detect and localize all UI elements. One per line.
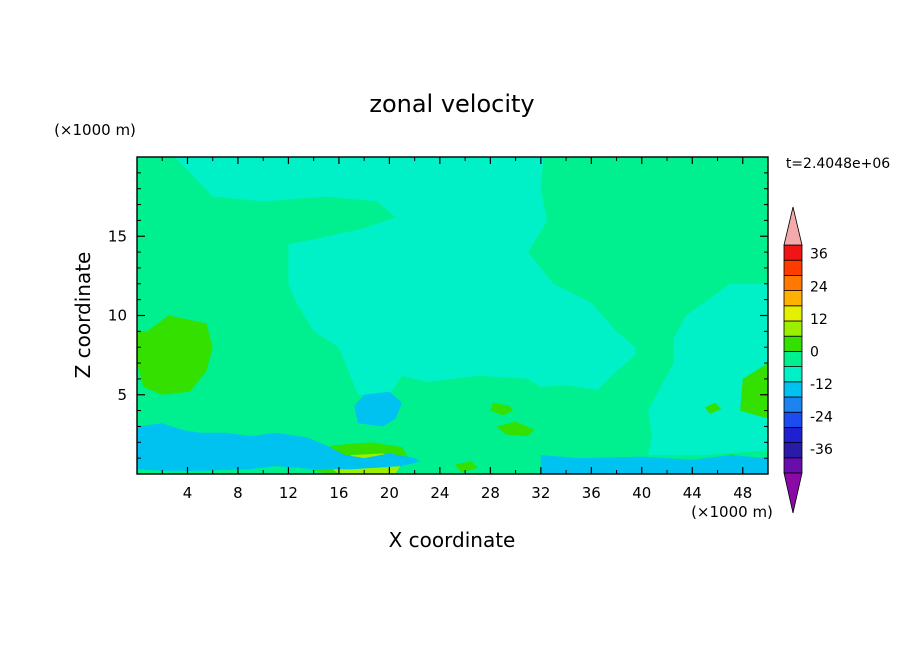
x-tick-label: 32 — [531, 484, 550, 502]
contour-region-level-6 — [496, 421, 535, 436]
y-axis-title: Z coordinate — [71, 252, 95, 379]
contour-region-level-neg6 — [648, 283, 768, 455]
colorbar-swatch — [783, 259, 803, 276]
y-axis: 5 10 15 — [108, 172, 768, 459]
contour-region-level-6 — [704, 402, 722, 414]
x-axis: 4 8 12 16 20 24 28 32 36 40 44 48 — [161, 157, 752, 502]
x-tick-label: 36 — [582, 484, 601, 502]
x-tick-label: 12 — [279, 484, 298, 502]
colorbar-swatch — [783, 244, 803, 261]
x-tick-label: 40 — [632, 484, 651, 502]
contour-region-level-6 — [740, 363, 768, 419]
colorbar-swatch — [783, 426, 803, 443]
colorbar-swatch — [783, 305, 803, 322]
x-tick-label: 44 — [683, 484, 702, 502]
contour-region-level-neg12 — [354, 391, 402, 427]
x-tick-label: 16 — [329, 484, 348, 502]
x-tick-label: 4 — [183, 484, 193, 502]
colorbar-swatch — [783, 274, 803, 291]
colorbar-label: 0 — [810, 344, 819, 360]
time-label: t=2.4048e+06 — [786, 156, 890, 172]
colorbar: 36 24 12 0 -12 -24 -36 — [783, 206, 833, 514]
x-tick-label: 8 — [233, 484, 243, 502]
x-unit-label: (×1000 m) — [691, 503, 773, 521]
x-tick-label: 28 — [481, 484, 500, 502]
x-tick-label: 24 — [430, 484, 449, 502]
contour-field — [137, 157, 768, 474]
colorbar-swatch — [783, 335, 803, 352]
colorbar-label: -24 — [810, 410, 833, 426]
colorbar-swatch — [783, 350, 803, 367]
contour-region-level-neg6 — [174, 157, 636, 395]
colorbar-label: -12 — [810, 377, 833, 393]
y-unit-label: (×1000 m) — [54, 121, 136, 139]
contour-region-level-neg12 — [540, 455, 768, 474]
colorbar-swatch — [783, 396, 803, 413]
colorbar-swatch — [783, 381, 803, 398]
contour-region-level-6 — [137, 315, 213, 395]
colorbar-swatch — [783, 290, 803, 307]
y-tick-label: 5 — [117, 386, 127, 404]
colorbar-swatch — [783, 411, 803, 428]
colorbar-label: -36 — [810, 442, 833, 458]
colorbar-label: 12 — [810, 312, 828, 328]
colorbar-label: 36 — [810, 247, 828, 263]
colorbar-swatch — [783, 442, 803, 459]
contour-region-level-6 — [455, 461, 478, 473]
colorbar-label: 24 — [810, 279, 828, 295]
x-axis-title: X coordinate — [389, 528, 516, 552]
contour-region-level-neg12 — [137, 423, 421, 471]
colorbar-under-arrow — [783, 472, 803, 514]
y-tick-label: 10 — [108, 307, 127, 325]
contour-region-level-6 — [490, 402, 514, 416]
colorbar-swatch — [783, 320, 803, 337]
x-tick-label: 48 — [733, 484, 752, 502]
chart-title: zonal velocity — [369, 90, 534, 118]
x-tick-label: 20 — [380, 484, 399, 502]
colorbar-swatch — [783, 366, 803, 383]
colorbar-swatch — [783, 457, 803, 474]
colorbar-over-arrow — [783, 206, 803, 246]
y-tick-label: 15 — [108, 227, 127, 245]
